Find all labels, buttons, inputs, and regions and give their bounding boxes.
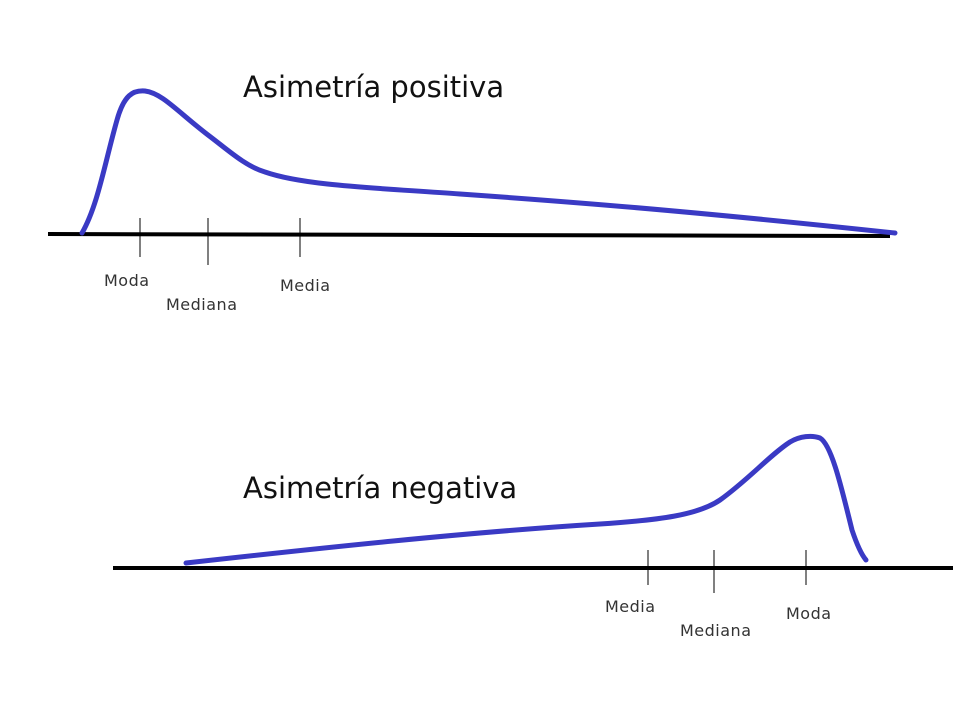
positive-skew-panel: Asimetría positiva Moda Mediana Media (47, 70, 898, 314)
negative-skew-panel: Asimetría negativa Media Mediana Moda (113, 433, 953, 640)
positive-mediana-label: Mediana (166, 295, 238, 314)
positive-skew-curve (79, 88, 898, 236)
negative-media-label: Media (605, 597, 656, 616)
negative-skew-curve (183, 433, 869, 566)
negative-skew-title: Asimetría negativa (243, 471, 517, 505)
positive-media-label: Media (280, 276, 331, 295)
negative-moda-label: Moda (786, 604, 832, 623)
positive-skew-title: Asimetría positiva (243, 70, 504, 104)
negative-mediana-label: Mediana (680, 621, 752, 640)
positive-moda-label: Moda (104, 271, 150, 290)
positive-baseline-axis (47, 232, 891, 238)
